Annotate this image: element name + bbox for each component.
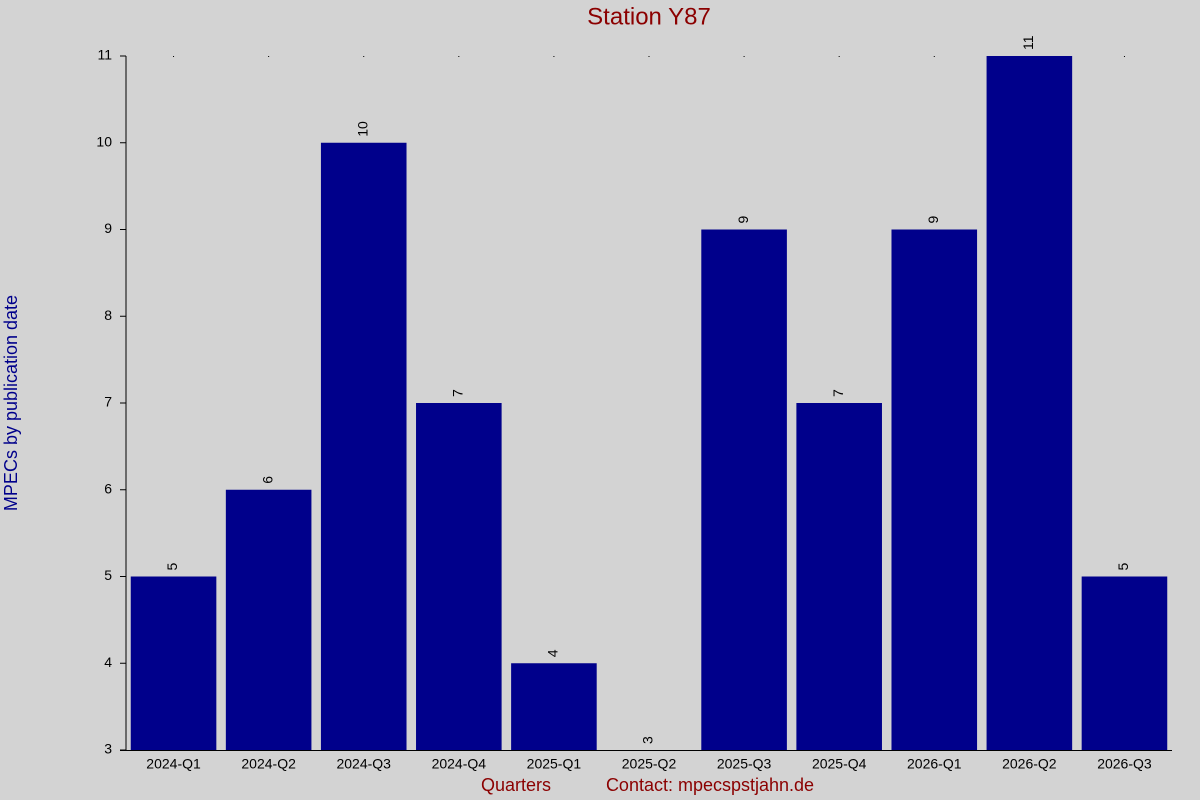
y-tick-label: 8	[104, 307, 112, 323]
x-tick-label: 2025-Q1	[527, 756, 582, 772]
bar	[1081, 576, 1168, 750]
chart-title: Station Y87	[587, 3, 711, 30]
x-tick-label: 2025-Q4	[812, 756, 867, 772]
x-tick-label: 2025-Q3	[717, 756, 772, 772]
value-label: 4	[545, 649, 561, 657]
value-label: 6	[259, 476, 275, 484]
y-axis-label: MPECs by publication date	[1, 295, 21, 511]
bar	[511, 663, 597, 750]
value-label: 7	[830, 389, 846, 397]
y-tick-label: 7	[104, 394, 112, 410]
x-tick-label: 2024-Q1	[146, 756, 201, 772]
value-label: 5	[164, 563, 180, 571]
x-tick-label: 2024-Q4	[432, 756, 487, 772]
x-tick-label: 2024-Q3	[336, 756, 391, 772]
y-tick-label: 3	[104, 741, 112, 757]
value-label: 9	[735, 216, 751, 224]
value-label: 9	[925, 216, 941, 224]
value-label: 7	[450, 389, 466, 397]
bar	[320, 142, 407, 750]
x-tick-label: 2026-Q3	[1097, 756, 1152, 772]
value-label: 5	[1115, 563, 1131, 571]
bar	[416, 403, 502, 750]
bar	[986, 56, 1073, 750]
value-label: 3	[640, 736, 656, 744]
y-tick-label: 10	[96, 133, 112, 149]
y-tick-label: 5	[104, 567, 112, 583]
y-tick-label: 6	[104, 480, 112, 496]
x-tick-label: 2026-Q2	[1002, 756, 1057, 772]
y-tick-label: 4	[104, 654, 112, 670]
y-tick-label: 11	[97, 47, 112, 63]
bar	[891, 229, 978, 750]
bar	[225, 489, 312, 750]
x-axis-label: Quarters	[481, 775, 551, 795]
value-label: 11	[1020, 35, 1036, 50]
contact-annotation: Contact: mpecspstjahn.de	[606, 775, 814, 795]
value-label: 10	[354, 121, 370, 137]
x-tick-label: 2024-Q2	[241, 756, 296, 772]
y-tick-label: 9	[104, 220, 112, 236]
x-tick-label: 2025-Q2	[622, 756, 677, 772]
bar	[701, 229, 787, 750]
x-tick-label: 2026-Q1	[907, 756, 962, 772]
bar	[796, 403, 882, 750]
bar	[130, 576, 217, 750]
